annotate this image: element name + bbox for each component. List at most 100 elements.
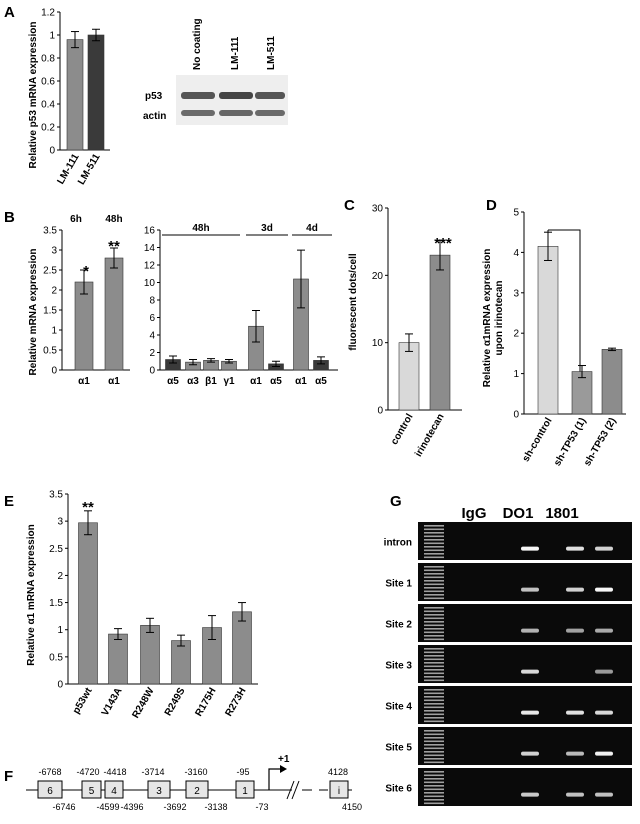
panel-b-ylabel: Relative mRNA expression bbox=[28, 249, 39, 376]
bar bbox=[87, 34, 105, 151]
ladder-band bbox=[424, 672, 444, 675]
gel-band bbox=[521, 546, 539, 551]
y-tick-label: 0.5 bbox=[49, 652, 63, 663]
gel-band bbox=[521, 751, 539, 756]
ladder-band bbox=[424, 717, 444, 719]
x-tick-label: α5 bbox=[270, 376, 282, 387]
ladder-band bbox=[424, 573, 444, 575]
ladder-band bbox=[424, 710, 444, 712]
ladder-band bbox=[424, 703, 444, 705]
ladder-band bbox=[424, 774, 444, 777]
y-tick-label: 4 bbox=[513, 248, 519, 259]
exon-box bbox=[329, 780, 349, 799]
y-tick-label: 16 bbox=[144, 226, 156, 237]
exon-box bbox=[185, 780, 209, 799]
y-tick-label: 0.4 bbox=[41, 100, 55, 111]
y-tick-label: 0 bbox=[49, 146, 55, 157]
x-tick-label: R248W bbox=[130, 686, 156, 721]
blot-band bbox=[181, 110, 215, 116]
time-label-3d: 3d bbox=[261, 223, 273, 234]
exon-coordinate: 4150 bbox=[342, 802, 362, 812]
blot-row-p53: p53 bbox=[145, 91, 163, 102]
ladder-band bbox=[424, 614, 444, 616]
blot-band bbox=[219, 110, 253, 116]
ladder-band bbox=[424, 532, 444, 534]
ladder-band bbox=[424, 576, 444, 579]
ladder-band bbox=[424, 607, 444, 609]
y-tick-label: 14 bbox=[144, 243, 156, 254]
blot-row-actin: actin bbox=[143, 111, 166, 122]
ladder-band bbox=[424, 628, 444, 630]
bar bbox=[171, 640, 191, 685]
gel-row-label: Site 6 bbox=[385, 784, 412, 795]
gel-band bbox=[595, 792, 613, 797]
blot-lane-no-coating: No coating bbox=[192, 18, 203, 70]
exon-coordinate: -6768 bbox=[38, 767, 61, 777]
ladder-band bbox=[424, 665, 444, 668]
ladder-band bbox=[424, 730, 444, 732]
y-tick-label: 3.5 bbox=[49, 490, 63, 501]
exon-box bbox=[81, 780, 102, 799]
ladder-band bbox=[424, 679, 444, 682]
ladder-band bbox=[424, 792, 444, 794]
bar bbox=[104, 257, 124, 371]
panel-d-ylabel: Relative α1mRNA expression bbox=[482, 249, 493, 388]
gel-group-1801: 1801 bbox=[545, 505, 578, 522]
ladder-band bbox=[424, 713, 444, 716]
ladder-band bbox=[424, 744, 444, 746]
ladder-band bbox=[424, 781, 444, 784]
gel-band bbox=[595, 751, 613, 756]
time-label-48h-right: 48h bbox=[192, 223, 209, 234]
time-label-6h: 6h bbox=[70, 214, 82, 225]
exon-coordinate: 4128 bbox=[328, 767, 348, 777]
ladder-band bbox=[424, 553, 444, 555]
ladder-band bbox=[424, 549, 444, 552]
tss-arrow-icon bbox=[268, 768, 280, 790]
exon-coordinate: -3692 bbox=[163, 802, 186, 812]
gel-row-label: Site 5 bbox=[385, 743, 412, 754]
y-tick-label: 1.2 bbox=[41, 8, 55, 19]
gel-band bbox=[595, 710, 613, 715]
y-tick-label: 0.5 bbox=[43, 346, 57, 357]
y-tick-label: 2 bbox=[149, 348, 155, 359]
exon-coordinate: -6746 bbox=[52, 802, 75, 812]
x-tick-label: sh-TP53 (2) bbox=[582, 416, 618, 468]
x-tick-label: α1 bbox=[78, 376, 90, 387]
exon-box bbox=[104, 780, 124, 799]
ladder-band bbox=[424, 648, 444, 650]
y-tick-label: 2 bbox=[51, 286, 57, 297]
ladder-band bbox=[424, 662, 444, 664]
ladder-band bbox=[424, 758, 444, 760]
ladder-band bbox=[424, 669, 444, 671]
bar bbox=[74, 281, 94, 371]
ladder-band bbox=[424, 795, 444, 798]
ladder-band bbox=[424, 528, 444, 531]
x-tick-label: β1 bbox=[205, 376, 217, 387]
ladder-band bbox=[424, 737, 444, 739]
blot-band bbox=[255, 92, 285, 99]
gel-group-do1: DO1 bbox=[503, 505, 534, 522]
gel-band bbox=[521, 628, 539, 633]
ladder-band bbox=[424, 720, 444, 723]
x-tick-label: R273H bbox=[224, 686, 249, 718]
bar bbox=[108, 633, 128, 685]
gel-band bbox=[521, 587, 539, 592]
exon-box bbox=[235, 780, 255, 799]
ladder-band bbox=[424, 692, 444, 695]
y-tick-label: 20 bbox=[372, 271, 384, 282]
x-tick-label: γ1 bbox=[223, 376, 235, 387]
gel-row-label: Site 4 bbox=[385, 702, 412, 713]
ladder-band bbox=[424, 785, 444, 787]
blot-band bbox=[219, 92, 253, 99]
significance-star: ** bbox=[108, 238, 120, 255]
y-tick-label: 2 bbox=[57, 571, 63, 582]
y-tick-label: 30 bbox=[372, 204, 384, 215]
ladder-band bbox=[424, 617, 444, 620]
exon-coordinate: -3714 bbox=[141, 767, 164, 777]
gel-band bbox=[566, 710, 584, 715]
ladder-band bbox=[424, 580, 444, 582]
ladder-band bbox=[424, 587, 444, 589]
y-tick-label: 10 bbox=[144, 278, 156, 289]
ladder-band bbox=[424, 631, 444, 634]
